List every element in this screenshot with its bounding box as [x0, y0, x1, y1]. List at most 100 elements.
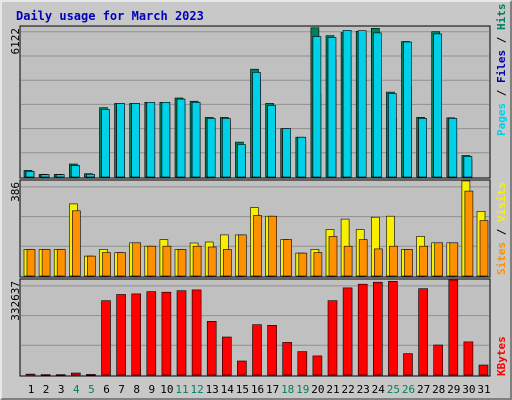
bar-kbytes: [463, 341, 474, 376]
bar-sites: [207, 246, 217, 277]
bar-sites: [41, 249, 51, 277]
y-max-label-visits: 386: [9, 182, 22, 202]
bar-pages: [55, 174, 65, 178]
bar-kbytes: [297, 351, 308, 376]
legend-sep: /: [495, 222, 508, 242]
bar-pages: [448, 118, 458, 178]
bar-sites: [147, 245, 157, 277]
bar-pages: [312, 36, 322, 178]
x-tick-label: 13: [206, 383, 219, 396]
bar-pages: [252, 72, 261, 178]
bar-pages: [418, 118, 427, 178]
bar-pages: [237, 144, 246, 178]
bar-sites: [404, 249, 413, 277]
bar-kbytes: [403, 353, 413, 376]
x-tick-label: 3: [58, 383, 65, 396]
bar-sites: [373, 248, 383, 277]
legend-sep: /: [495, 30, 508, 50]
x-tick-label: 27: [417, 383, 430, 396]
bar-kbytes: [478, 364, 489, 376]
x-tick-label: 10: [160, 383, 173, 396]
bar-kbytes: [282, 342, 293, 376]
bar-kbytes: [176, 290, 187, 376]
x-tick-label: 19: [296, 383, 309, 396]
legend-panel1: Pages / Files / Hits: [495, 4, 508, 137]
bar-sites: [464, 190, 474, 277]
bar-kbytes: [252, 324, 262, 376]
bar-kbytes: [372, 281, 383, 376]
x-tick-label: 7: [118, 383, 125, 396]
legend-files: Files: [495, 50, 508, 83]
bar-kbytes: [448, 279, 459, 376]
x-tick-label: 28: [432, 383, 445, 396]
bar-pages: [161, 102, 171, 178]
x-tick-label: 6: [103, 383, 110, 396]
x-tick-label: 17: [266, 383, 279, 396]
bar-sites: [358, 239, 368, 277]
x-tick-label: 23: [357, 383, 370, 396]
bar-kbytes: [146, 291, 157, 376]
bar-sites: [177, 249, 187, 277]
legend-panel3: KBytes: [495, 336, 508, 376]
bar-pages: [388, 93, 397, 178]
x-tick-label: 1: [28, 383, 35, 396]
legend-sep: /: [495, 83, 508, 103]
bar-kbytes: [55, 374, 66, 376]
x-tick-label: 30: [462, 383, 475, 396]
bar-pages: [372, 32, 382, 178]
x-tick-label: 22: [341, 383, 354, 396]
bar-kbytes: [161, 291, 172, 376]
bar-sites: [313, 252, 323, 277]
bar-kbytes: [433, 344, 444, 376]
bars-layer: [23, 27, 489, 376]
x-tick-label: 31: [477, 383, 490, 396]
bar-kbytes: [40, 374, 51, 376]
bar-kbytes: [191, 289, 202, 376]
bar-sites: [434, 242, 444, 277]
bar-kbytes: [86, 374, 96, 376]
x-tick-label: 20: [311, 383, 324, 396]
bar-sites: [328, 236, 338, 277]
bar-kbytes: [131, 293, 141, 376]
bar-pages: [40, 174, 50, 178]
bar-sites: [253, 215, 262, 277]
bar-pages: [206, 118, 216, 178]
x-tick-label: 2: [43, 383, 50, 396]
legend-pages: Pages: [495, 103, 508, 136]
bar-pages: [191, 102, 201, 178]
bar-sites: [72, 210, 81, 277]
legend-sites: Sites: [495, 242, 508, 275]
legend-panel2: Sites / Visits: [495, 182, 508, 275]
x-tick-label: 16: [251, 383, 264, 396]
bar-sites: [56, 249, 66, 277]
bar-pages: [86, 174, 95, 178]
bar-kbytes: [388, 280, 398, 376]
x-tick-label: 12: [190, 383, 203, 396]
bar-pages: [71, 165, 80, 178]
bar-sites: [268, 215, 277, 277]
bar-sites: [162, 245, 172, 277]
x-tick-label: 11: [175, 383, 188, 396]
bar-kbytes: [418, 288, 428, 376]
bar-kbytes: [267, 324, 277, 376]
x-tick-label: 9: [148, 383, 155, 396]
bar-pages: [342, 29, 352, 178]
bar-pages: [267, 105, 276, 178]
x-tick-label: 24: [372, 383, 386, 396]
bar-pages: [327, 37, 337, 178]
bar-sites: [26, 249, 36, 277]
x-tick-label: 18: [281, 383, 294, 396]
y-max-label-hits: 6122: [9, 28, 22, 55]
legend-hits: Hits: [495, 4, 508, 31]
bar-sites: [87, 255, 96, 277]
bar-sites: [223, 249, 232, 277]
bar-kbytes: [206, 320, 217, 376]
bar-pages: [282, 128, 292, 178]
bar-kbytes: [357, 283, 368, 376]
bar-pages: [403, 41, 412, 178]
bar-sites: [132, 242, 141, 277]
bar-pages: [131, 103, 140, 178]
bar-pages: [297, 136, 307, 178]
bar-sites: [479, 220, 489, 277]
x-tick-label: 25: [387, 383, 400, 396]
